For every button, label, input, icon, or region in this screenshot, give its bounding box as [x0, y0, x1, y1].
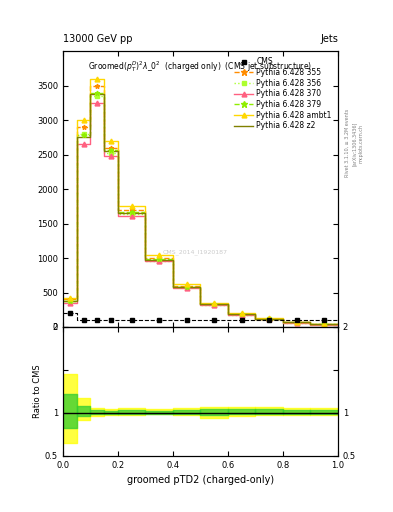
- Text: Rivet 3.1.10, ≥ 3.2M events: Rivet 3.1.10, ≥ 3.2M events: [345, 109, 350, 178]
- Text: mcplots.cern.ch: mcplots.cern.ch: [359, 124, 364, 163]
- Y-axis label: Ratio to CMS: Ratio to CMS: [33, 365, 42, 418]
- Text: 13000 GeV pp: 13000 GeV pp: [63, 33, 132, 44]
- X-axis label: groomed pTD2 (charged-only): groomed pTD2 (charged-only): [127, 475, 274, 485]
- Text: Groomed$(p_T^D)^2\lambda\_0^2$  (charged only)  (CMS jet substructure): Groomed$(p_T^D)^2\lambda\_0^2$ (charged …: [88, 59, 312, 74]
- Text: Jets: Jets: [320, 33, 338, 44]
- Legend: CMS, Pythia 6.428 355, Pythia 6.428 356, Pythia 6.428 370, Pythia 6.428 379, Pyt: CMS, Pythia 6.428 355, Pythia 6.428 356,…: [232, 55, 334, 133]
- Text: [arXiv:1306.3436]: [arXiv:1306.3436]: [352, 121, 357, 165]
- Text: CMS_2014_I1920187: CMS_2014_I1920187: [162, 250, 228, 255]
